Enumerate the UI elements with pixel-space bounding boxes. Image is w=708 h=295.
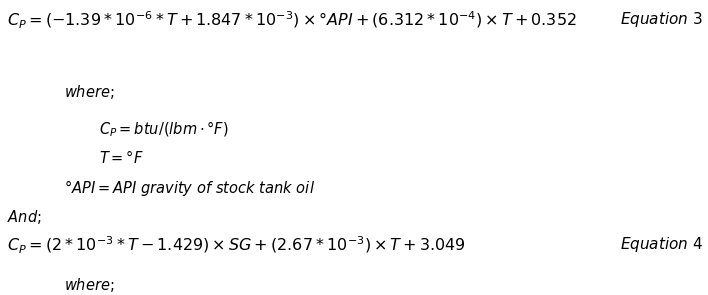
Text: $\mathit{where;}$: $\mathit{where;}$ xyxy=(64,276,114,294)
Text: $\mathbf{\mathit{C_P = (2 * 10^{-3} * T - 1.429)\times SG + (2.67 * 10^{-3})\tim: $\mathbf{\mathit{C_P = (2 * 10^{-3} * T … xyxy=(7,235,466,256)
Text: $\mathit{Equation\ 3}$: $\mathit{Equation\ 3}$ xyxy=(620,10,702,29)
Text: $\mathit{where;}$: $\mathit{where;}$ xyxy=(64,83,114,101)
Text: $\mathit{°API = API\ gravity\ of\ stock\ tank\ oil}$: $\mathit{°API = API\ gravity\ of\ stock\… xyxy=(64,178,315,199)
Text: $\mathit{Equation\ 4}$: $\mathit{Equation\ 4}$ xyxy=(620,235,703,253)
Text: $\mathit{T = °F}$: $\mathit{T = °F}$ xyxy=(99,149,144,166)
Text: $\mathit{And;}$: $\mathit{And;}$ xyxy=(7,208,42,226)
Text: $\mathit{C_P = btu/(lbm \cdot °F)}$: $\mathit{C_P = btu/(lbm \cdot °F)}$ xyxy=(99,119,229,139)
Text: $\mathbf{\mathit{C_P = (-1.39 * 10^{-6} * T + 1.847 * 10^{-3})\times{°API} + (6.: $\mathbf{\mathit{C_P = (-1.39 * 10^{-6} … xyxy=(7,10,577,32)
